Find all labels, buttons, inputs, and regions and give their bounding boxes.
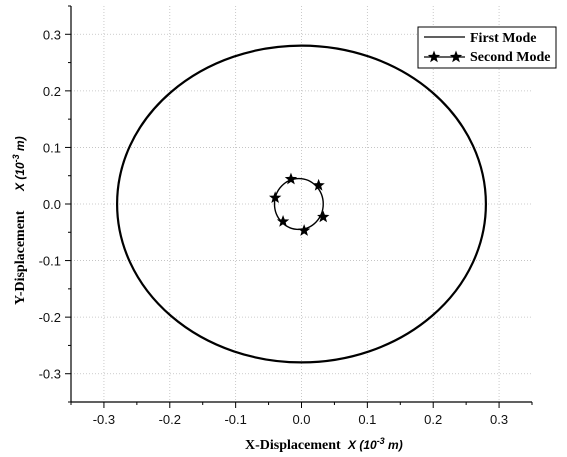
second-mode-star-marker: [317, 210, 330, 223]
x-axis-title: X-Displacement: [245, 438, 341, 453]
y-tick-label: -0.2: [39, 310, 61, 325]
y-axis-title: Y-Displacement: [13, 210, 28, 305]
y-tick-label: 0.1: [43, 140, 61, 155]
y-tick-label: 0.3: [43, 27, 61, 42]
x-tick-label: 0.1: [358, 412, 376, 427]
y-tick-label: 0.0: [43, 197, 61, 212]
legend-box: [417, 26, 557, 69]
y-axis-unit: X (10-3 m): [11, 136, 27, 192]
y-tick-label: -0.1: [39, 254, 61, 269]
legend-star-icon: [449, 50, 463, 63]
series-group: [116, 44, 487, 364]
legend-star-marker: [449, 50, 463, 63]
axes: [65, 5, 533, 408]
x-tick-label: 0.0: [292, 412, 310, 427]
second-mode-star-marker: [284, 172, 298, 185]
x-tick-label: 0.3: [490, 412, 508, 427]
y-tick-label: 0.2: [43, 84, 61, 99]
first-mode-orbit: [116, 44, 487, 364]
second-mode-star-marker: [312, 178, 325, 191]
legend-label-first-mode: First Mode: [470, 31, 536, 46]
second-mode-star-marker: [268, 191, 282, 204]
y-tick-label: -0.3: [39, 367, 61, 382]
legend-label-second-mode: Second Mode: [470, 50, 551, 65]
x-tick-label: -0.3: [93, 412, 115, 427]
x-tick-label: -0.2: [159, 412, 181, 427]
second-mode-star-marker: [276, 215, 290, 227]
y-axis-title-group: Y-Displacement X (10-3 m): [11, 136, 28, 305]
x-tick-label: 0.2: [424, 412, 442, 427]
second-mode-orbit: [273, 177, 324, 231]
tick-labels: -0.3 -0.2 -0.1 0.0 0.1 0.2 0.3 -0.3 -0.2 -0.1 0.0 0…: [39, 27, 509, 427]
x-axis-unit: X (10-3 m): [347, 436, 403, 452]
second-mode-star-marker: [297, 224, 311, 236]
legend-star-icon: [427, 50, 441, 63]
legend-star-marker: [427, 50, 441, 63]
x-tick-label: -0.1: [224, 412, 246, 427]
legend: First Mode Second Mode: [417, 26, 557, 69]
